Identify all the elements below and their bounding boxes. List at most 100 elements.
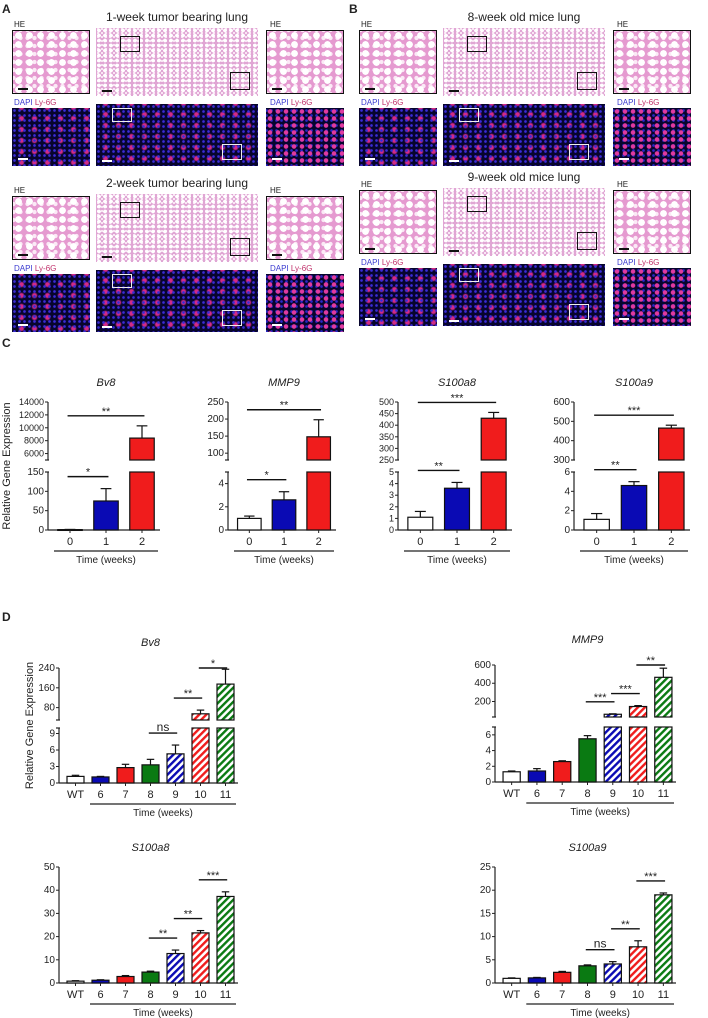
y-tick-label: 250 <box>379 455 394 465</box>
scale-bar <box>18 158 28 160</box>
he-label: HE <box>361 20 373 29</box>
he-inset-left <box>12 196 90 260</box>
y-tick-label: 4 <box>564 486 570 497</box>
bar <box>216 683 235 721</box>
bar <box>191 713 210 721</box>
x-tick-label: 11 <box>220 789 231 801</box>
chart-title: MMP9 <box>268 377 300 389</box>
bar <box>271 499 297 531</box>
he-inset-left <box>359 190 437 254</box>
y-tick-label: 350 <box>379 432 394 442</box>
zoom-box <box>569 304 589 320</box>
bar <box>116 975 135 984</box>
panel-label-b: B <box>349 2 358 16</box>
he-inset-left <box>359 30 437 94</box>
x-axis-label: Time (weeks) <box>427 555 487 566</box>
chart-title: Bv8 <box>97 377 117 389</box>
x-tick-label: 7 <box>559 788 565 800</box>
ly6g-label: Ly-6G <box>381 258 404 267</box>
significance-label: * <box>86 467 91 479</box>
x-tick-label: 8 <box>147 789 153 801</box>
x-axis-label: Time (weeks) <box>570 1008 630 1018</box>
panel-label-d: D <box>2 610 11 624</box>
y-tick-label: 8000 <box>24 436 44 446</box>
x-tick-label: 2 <box>491 536 497 548</box>
scale-bar <box>449 320 459 322</box>
histology-group: 8-week old mice lung HE HE DAPI Ly-6G DAPI L… <box>355 6 700 171</box>
significance-label: *** <box>594 692 608 704</box>
x-tick-label: 1 <box>454 536 460 548</box>
x-tick-label: 1 <box>103 536 109 548</box>
zoom-box <box>112 274 132 288</box>
y-tick-label: 6 <box>49 745 55 756</box>
y-axis-label: Relative Gene Expression <box>24 662 36 789</box>
y-tick-label: 300 <box>553 455 570 466</box>
fluorescence-overview <box>96 104 258 166</box>
fluorescence-inset-right <box>613 108 691 166</box>
histology-group: 2-week tumor bearing lung HE HE DAPI Ly-6G D… <box>8 172 353 337</box>
y-tick-label: 25 <box>480 862 492 873</box>
he-inset-left <box>12 30 90 94</box>
y-tick-label: 5 <box>389 467 394 477</box>
x-tick-label: 11 <box>220 989 231 1001</box>
ly6g-label: Ly-6G <box>290 264 313 273</box>
ly6g-label: Ly-6G <box>34 98 57 107</box>
scale-bar <box>365 88 375 90</box>
dapi-label: DAPI <box>270 264 291 273</box>
y-tick-label: 20 <box>44 932 56 943</box>
x-tick-label: 9 <box>610 788 616 800</box>
y-tick-label: 5 <box>485 955 491 966</box>
bar <box>236 517 262 531</box>
bar <box>306 471 332 531</box>
zoom-box <box>112 108 132 122</box>
fluorescence-inset-left <box>12 108 90 166</box>
group-title: 1-week tumor bearing lung <box>105 10 249 24</box>
x-tick-label: 11 <box>658 989 669 1001</box>
chart-title: S100a8 <box>438 377 477 389</box>
y-tick-label: 50 <box>33 506 45 517</box>
x-tick-label: 7 <box>559 989 565 1001</box>
y-tick-label: 500 <box>553 416 570 427</box>
panel-label-a: A <box>2 2 11 16</box>
chart-title: Bv8 <box>141 637 161 649</box>
he-overview <box>443 188 605 256</box>
x-tick-label: 6 <box>534 989 540 1001</box>
significance-label: ** <box>621 919 630 931</box>
x-tick-label: 1 <box>631 536 637 548</box>
histology-group: 1-week tumor bearing lung HE HE DAPI Ly-6G D… <box>8 6 353 171</box>
dapi-ly6g-label: DAPI Ly-6G <box>617 258 659 267</box>
y-tick-label: 10 <box>480 932 492 943</box>
fluorescence-overview <box>443 264 605 326</box>
y-tick-label: 450 <box>379 409 394 419</box>
bar <box>66 775 85 784</box>
fluorescence-inset-left <box>359 108 437 166</box>
y-tick-label: 2 <box>218 502 224 513</box>
x-tick-label: 2 <box>139 536 145 548</box>
bar <box>628 705 648 718</box>
bar <box>166 753 185 784</box>
he-inset-right <box>613 30 691 94</box>
bar <box>216 727 235 784</box>
fluorescence-inset-left <box>359 268 437 326</box>
zoom-box <box>577 232 597 250</box>
significance-label: ** <box>646 655 655 667</box>
scale-bar <box>272 158 282 160</box>
dapi-ly6g-label: DAPI Ly-6G <box>361 98 403 107</box>
y-tick-label: 400 <box>553 436 570 447</box>
y-tick-label: 10000 <box>19 423 44 433</box>
group-title: 2-week tumor bearing lung <box>105 176 249 190</box>
zoom-box <box>120 202 140 218</box>
y-tick-label: 10 <box>44 955 56 966</box>
y-tick-label: 12000 <box>19 410 44 420</box>
significance-label: ** <box>611 460 620 472</box>
x-axis-label: Time (weeks) <box>254 555 314 566</box>
fluorescence-overview <box>443 104 605 166</box>
x-tick-label: 2 <box>668 536 674 548</box>
bar <box>578 965 597 984</box>
bar <box>654 676 673 718</box>
x-tick-label: 10 <box>194 989 206 1001</box>
bar <box>603 963 622 984</box>
y-tick-label: 1 <box>389 513 394 523</box>
bar <box>620 484 648 531</box>
x-tick-label: 9 <box>610 989 616 1001</box>
